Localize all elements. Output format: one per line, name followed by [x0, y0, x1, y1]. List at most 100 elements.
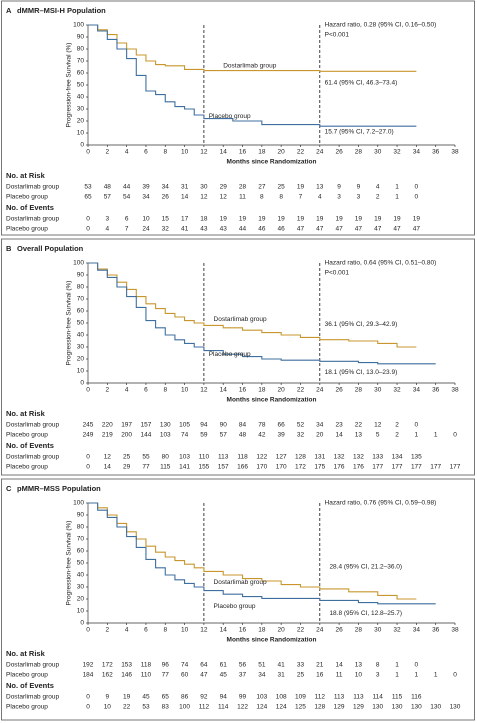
- table-value: 47: [200, 672, 208, 679]
- table-value: 2: [395, 422, 399, 429]
- x-tick-label: 12: [200, 627, 208, 634]
- table-value: 14: [181, 194, 189, 201]
- x-tick-label: 10: [181, 149, 189, 156]
- table-value: 19: [297, 184, 305, 191]
- x-tick-label: 34: [413, 149, 421, 156]
- table-value: 20: [316, 432, 324, 439]
- table-value: 177: [372, 464, 383, 471]
- x-tick-label: 30: [374, 149, 382, 156]
- table-value: 59: [200, 432, 208, 439]
- table-value: 77: [162, 672, 170, 679]
- table-value: 175: [314, 464, 325, 471]
- table-value: 30: [200, 184, 208, 191]
- table-value: 110: [199, 454, 210, 461]
- row-name: Placebo group: [6, 432, 48, 439]
- x-tick-label: 32: [393, 387, 401, 394]
- table-value: 130: [160, 422, 171, 429]
- table-value: 15: [162, 216, 170, 223]
- x-tick-label: 22: [297, 149, 305, 156]
- table-value: 94: [200, 422, 208, 429]
- table-value: 130: [392, 704, 403, 711]
- table-value: 134: [392, 454, 403, 461]
- table-value: 17: [181, 216, 189, 223]
- x-tick-label: 4: [125, 627, 129, 634]
- x-tick-label: 28: [355, 627, 363, 634]
- table-value: 18: [200, 216, 208, 223]
- x-tick-label: 14: [220, 627, 228, 634]
- table-value: 1: [395, 672, 399, 679]
- table-value: 1: [434, 432, 438, 439]
- table-value: 47: [413, 226, 421, 233]
- table-value: 130: [430, 704, 441, 711]
- survival-curve: [88, 262, 417, 348]
- table-value: 4: [376, 184, 380, 191]
- table-value: 34: [162, 184, 170, 191]
- table-value: 166: [237, 464, 248, 471]
- table-value: 114: [218, 704, 229, 711]
- table-value: 19: [316, 216, 324, 223]
- table-value: 19: [123, 694, 131, 701]
- y-tick-label: 70: [77, 536, 85, 543]
- y-tick-label: 80: [77, 284, 85, 291]
- table-value: 74: [181, 432, 189, 439]
- x-tick-label: 4: [125, 387, 129, 394]
- row-name: Dostarlimab group: [6, 454, 59, 461]
- table-value: 9: [357, 184, 361, 191]
- table-value: 47: [335, 226, 343, 233]
- table-value: 109: [295, 694, 306, 701]
- table-value: 7: [299, 194, 303, 201]
- table-title: No. at Risk: [6, 649, 46, 658]
- table-value: 177: [430, 464, 441, 471]
- table-value: 0: [86, 694, 90, 701]
- table-value: 19: [239, 216, 247, 223]
- table-value: 60: [181, 672, 189, 679]
- x-tick-label: 24: [316, 387, 324, 394]
- table-value: 0: [86, 464, 90, 471]
- table-value: 146: [121, 672, 132, 679]
- table-value: 4: [106, 226, 110, 233]
- table-value: 25: [123, 454, 131, 461]
- x-tick-label: 8: [163, 627, 167, 634]
- x-axis-label: Months since Randomization: [227, 159, 317, 166]
- table-value: 131: [314, 454, 325, 461]
- panel-border: [1, 478, 475, 721]
- table-value: 3: [337, 194, 341, 201]
- table-value: 32: [162, 226, 170, 233]
- panel-letter: A: [6, 6, 12, 15]
- x-tick-label: 18: [258, 627, 266, 634]
- table-value: 176: [353, 464, 364, 471]
- table-value: 13: [316, 184, 324, 191]
- y-tick-label: 50: [77, 320, 85, 327]
- table-value: 64: [200, 662, 208, 669]
- panel-border: [1, 238, 475, 476]
- table-value: 19: [413, 216, 421, 223]
- y-tick-label: 10: [77, 130, 85, 137]
- table-value: 192: [83, 662, 94, 669]
- table-value: 34: [258, 672, 266, 679]
- table-value: 27: [258, 184, 266, 191]
- table-value: 184: [83, 672, 94, 679]
- survival-curve: [88, 502, 417, 600]
- table-value: 9: [337, 184, 341, 191]
- table-value: 128: [295, 454, 306, 461]
- y-tick-label: 0: [80, 620, 84, 627]
- table-value: 141: [179, 464, 190, 471]
- median-label: 61.4 (95% CI, 46.3–73.4): [325, 79, 398, 86]
- table-value: 129: [334, 704, 345, 711]
- table-value: 48: [239, 432, 247, 439]
- table-value: 19: [297, 216, 305, 223]
- y-tick-label: 30: [77, 344, 85, 351]
- x-tick-label: 28: [355, 149, 363, 156]
- table-value: 28: [239, 184, 247, 191]
- row-name: Dostarlimab group: [6, 694, 59, 701]
- table-value: 61: [220, 662, 228, 669]
- x-tick-label: 30: [374, 627, 382, 634]
- table-value: 124: [276, 704, 287, 711]
- row-name: Dostarlimab group: [6, 216, 59, 223]
- table-value: 122: [237, 704, 248, 711]
- table-value: 172: [102, 662, 113, 669]
- y-tick-label: 60: [77, 548, 85, 555]
- table-value: 118: [237, 454, 248, 461]
- table-value: 197: [121, 422, 132, 429]
- table-value: 57: [104, 194, 112, 201]
